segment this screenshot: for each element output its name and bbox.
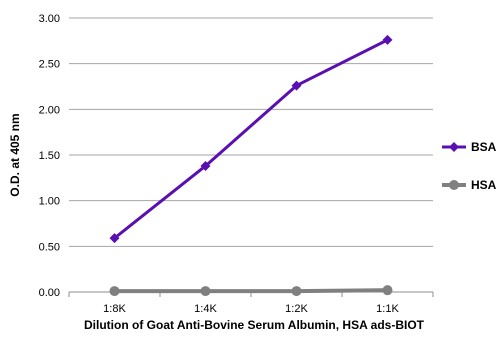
data-point-hsa-1	[200, 286, 211, 297]
data-point-bsa-0	[109, 233, 120, 244]
legend: BSA HSA	[442, 140, 497, 192]
x-tick-label-3: 1:1K	[376, 303, 399, 315]
y-tick-label-0: 0.00	[39, 287, 60, 299]
series-line-hsa	[114, 288, 388, 294]
x-tick-label-1: 1:4K	[194, 303, 217, 315]
legend-marker-hsa	[449, 180, 459, 190]
data-series	[109, 34, 393, 297]
legend-label-hsa: HSA	[471, 178, 497, 192]
data-point-hsa-0	[109, 286, 120, 297]
data-point-hsa-2	[291, 286, 302, 297]
series-hsa	[109, 285, 393, 297]
y-tick-label-1: 0.50	[39, 241, 60, 253]
axes: 0.00 0.50 1.00 1.50 2.00 2.50 3.00 1:8K 1:4K 1:2K…	[39, 13, 434, 315]
gridlines	[69, 17, 433, 247]
legend-marker-bsa	[449, 142, 459, 152]
y-tick-label-4: 2.00	[39, 104, 60, 116]
y-tick-label-3: 1.50	[39, 150, 60, 162]
x-tick-label-2: 1:2K	[285, 303, 308, 315]
y-tick-label-5: 2.50	[39, 59, 60, 71]
series-line-bsa	[113, 38, 389, 240]
y-tick-label-6: 3.00	[39, 13, 60, 25]
x-tick-label-0: 1:8K	[103, 303, 126, 315]
series-bsa	[109, 34, 393, 244]
y-tick-label-2: 1.00	[39, 196, 60, 208]
y-axis-title: O.D. at 405 nm	[8, 113, 22, 196]
data-point-bsa-1	[200, 160, 211, 171]
data-point-bsa-2	[291, 80, 302, 91]
legend-label-bsa: BSA	[471, 140, 497, 154]
x-axis-title: Dilution of Goat Anti-Bovine Serum Album…	[84, 318, 425, 332]
data-point-bsa-3	[382, 34, 393, 45]
data-point-hsa-3	[382, 285, 393, 296]
